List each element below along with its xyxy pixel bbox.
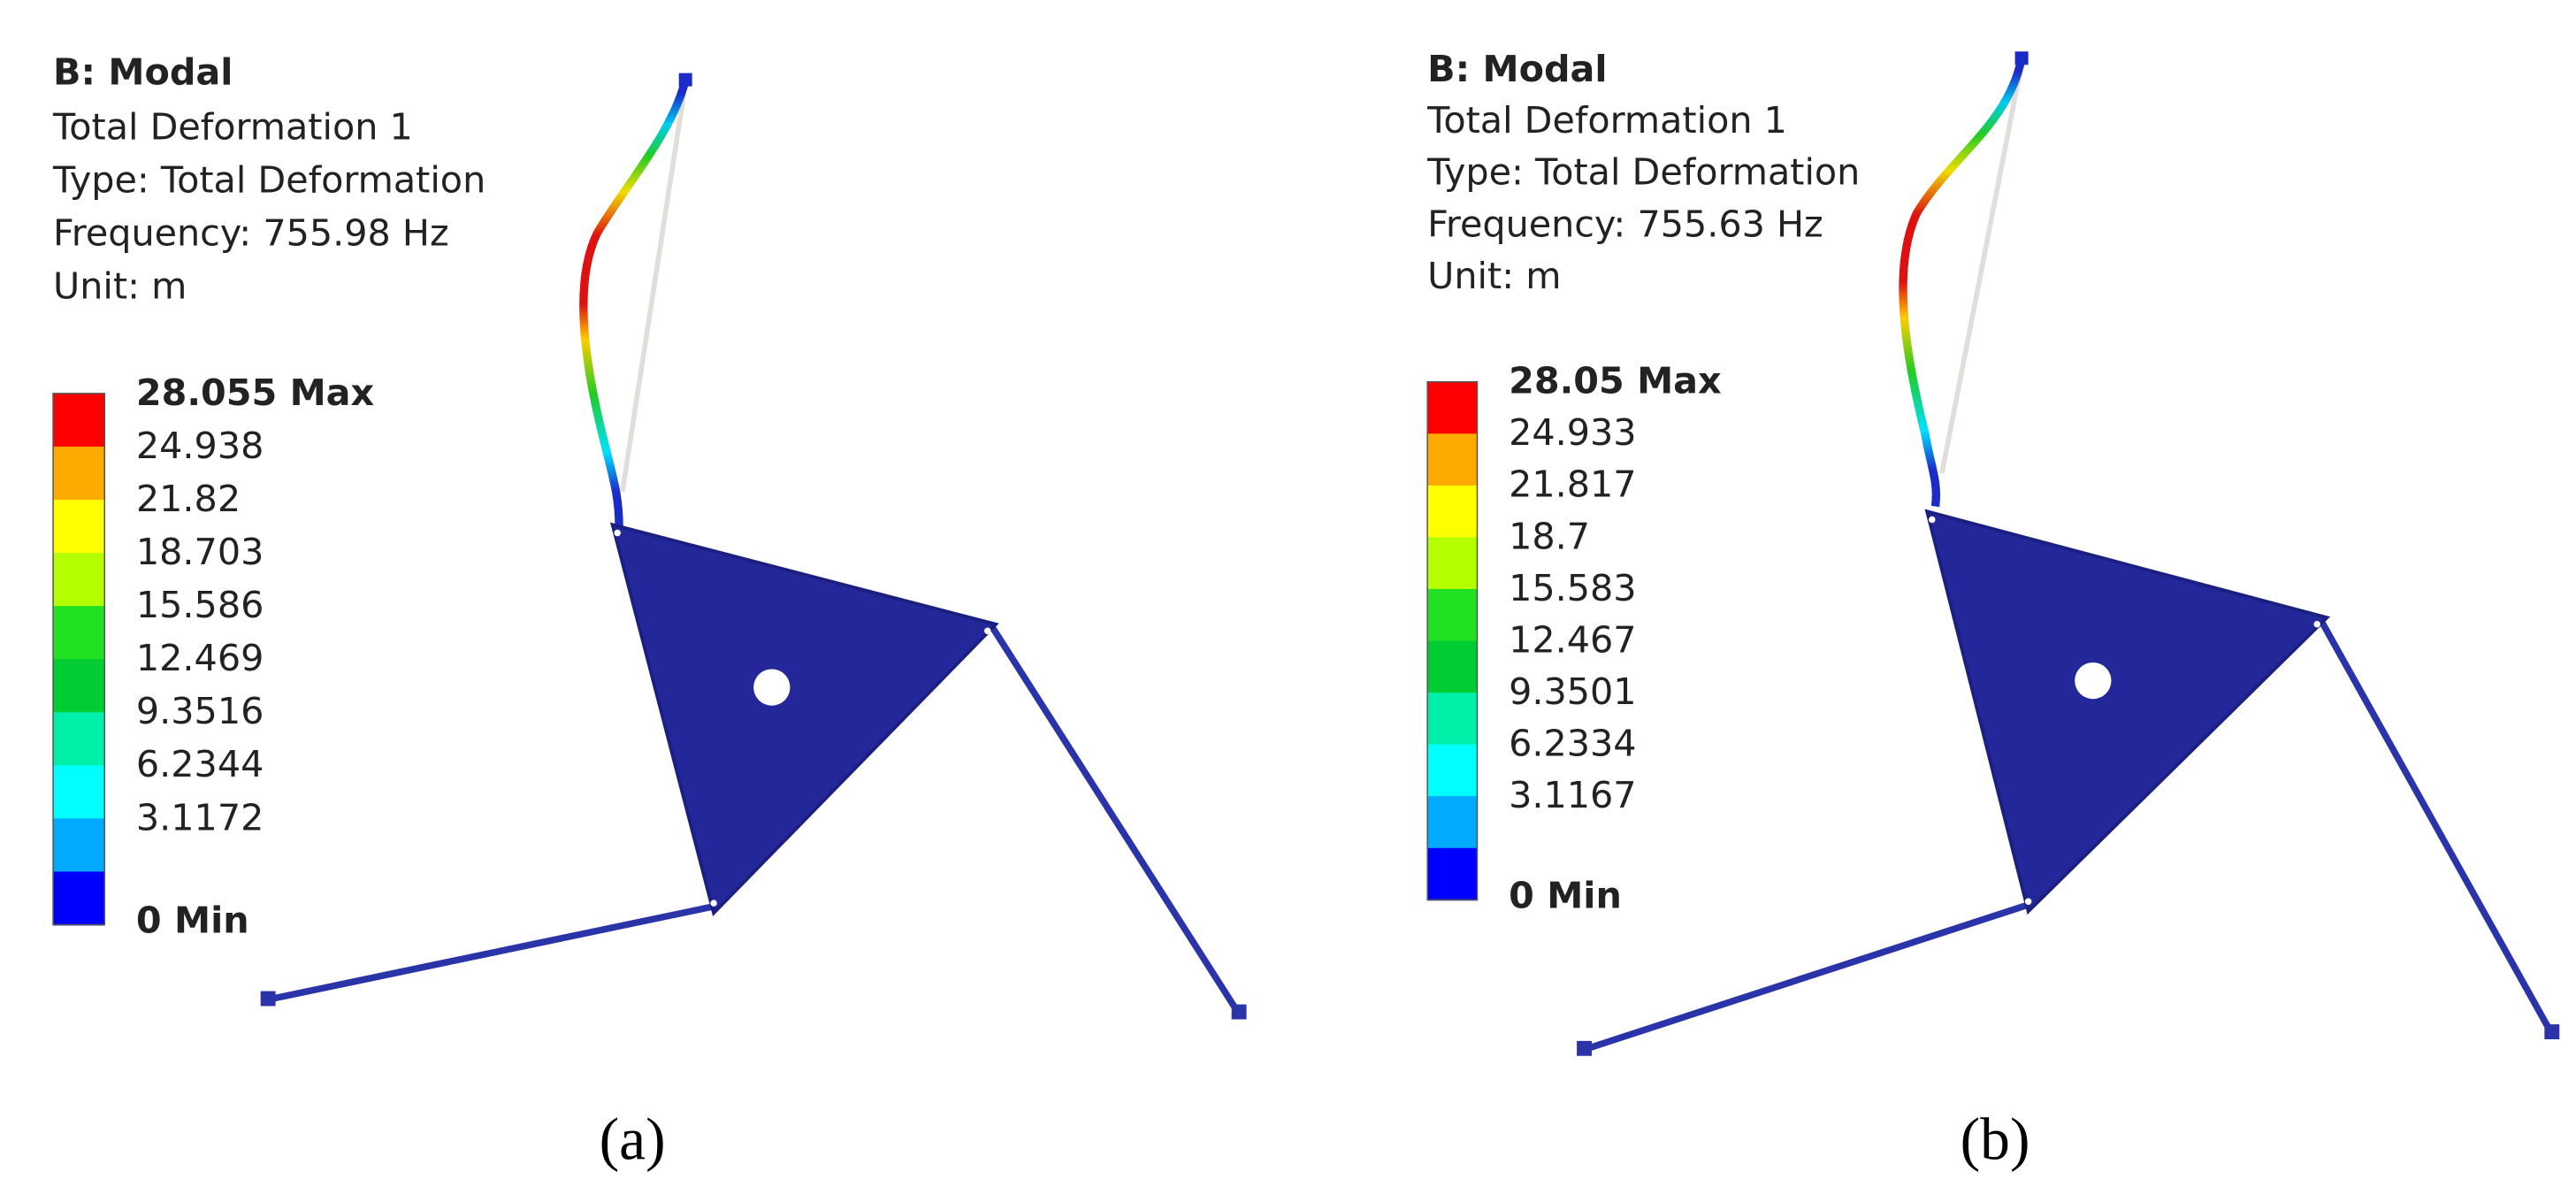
- header-line: Frequency: 755.63 Hz: [1427, 203, 1823, 245]
- caption: (a): [600, 1106, 666, 1173]
- header-line: Total Deformation 1: [1426, 99, 1787, 142]
- header-line: Frequency: 755.98 Hz: [53, 212, 449, 255]
- legend-label: 0 Min: [136, 900, 249, 942]
- legend-band: [1427, 847, 1478, 901]
- legend-label: 24.933: [1509, 411, 1636, 454]
- legend-band: [1427, 433, 1478, 486]
- legend-label: 9.3516: [136, 690, 264, 732]
- header-line: Unit: m: [53, 265, 187, 308]
- legend-label: 28.055 Max: [136, 371, 374, 414]
- legend-band: [53, 659, 105, 714]
- panel-title: B: Modal: [53, 51, 233, 94]
- legend-band: [1427, 640, 1478, 694]
- legend-band: [1427, 693, 1478, 746]
- legend-band: [53, 818, 105, 873]
- header-line: Type: Total Deformation: [52, 159, 485, 202]
- legend-band: [53, 606, 105, 661]
- legend-band: [1427, 381, 1478, 435]
- legend-band: [53, 393, 105, 448]
- legend-label: 6.2334: [1509, 723, 1636, 765]
- legend-label: 3.1172: [136, 796, 264, 838]
- legend-label: 15.583: [1509, 567, 1636, 609]
- legend-band: [53, 871, 105, 926]
- legend-band: [1427, 744, 1478, 798]
- legend-band: [1427, 485, 1478, 539]
- legend-band: [53, 765, 105, 820]
- model-a: [260, 73, 1247, 1020]
- legend-band: [53, 446, 105, 501]
- caption: (b): [1961, 1106, 2030, 1173]
- legend-label: 28.05 Max: [1509, 360, 1722, 402]
- legend-label: 3.1167: [1509, 774, 1636, 816]
- legend-label: 21.82: [136, 478, 241, 520]
- legend-label: 12.467: [1509, 618, 1636, 661]
- legend-label: 15.586: [136, 584, 264, 626]
- legend-band: [1427, 796, 1478, 849]
- legend-label: 6.2344: [136, 743, 264, 785]
- model-b: [1577, 51, 2560, 1056]
- legend-band: [1427, 537, 1478, 590]
- legend-frame: [52, 393, 105, 926]
- header-line: Unit: m: [1427, 255, 1561, 297]
- legend-label: 21.817: [1509, 463, 1636, 506]
- header-line: Type: Total Deformation: [1426, 151, 1860, 194]
- panel-title: B: Modal: [1427, 48, 1607, 90]
- header-line: Total Deformation 1: [52, 105, 413, 148]
- legend-band: [53, 712, 105, 767]
- legend-label: 0 Min: [1509, 874, 1622, 916]
- legend-frame: [1426, 380, 1479, 901]
- legend-band: [53, 553, 105, 608]
- legend-label: 12.469: [136, 637, 264, 679]
- legend-band: [1427, 588, 1478, 642]
- legend-label: 18.7: [1509, 515, 1590, 557]
- legend-label: 18.703: [136, 531, 264, 573]
- legend-band: [53, 500, 105, 555]
- legend-label: 24.938: [136, 425, 264, 467]
- legend-label: 9.3501: [1509, 670, 1636, 713]
